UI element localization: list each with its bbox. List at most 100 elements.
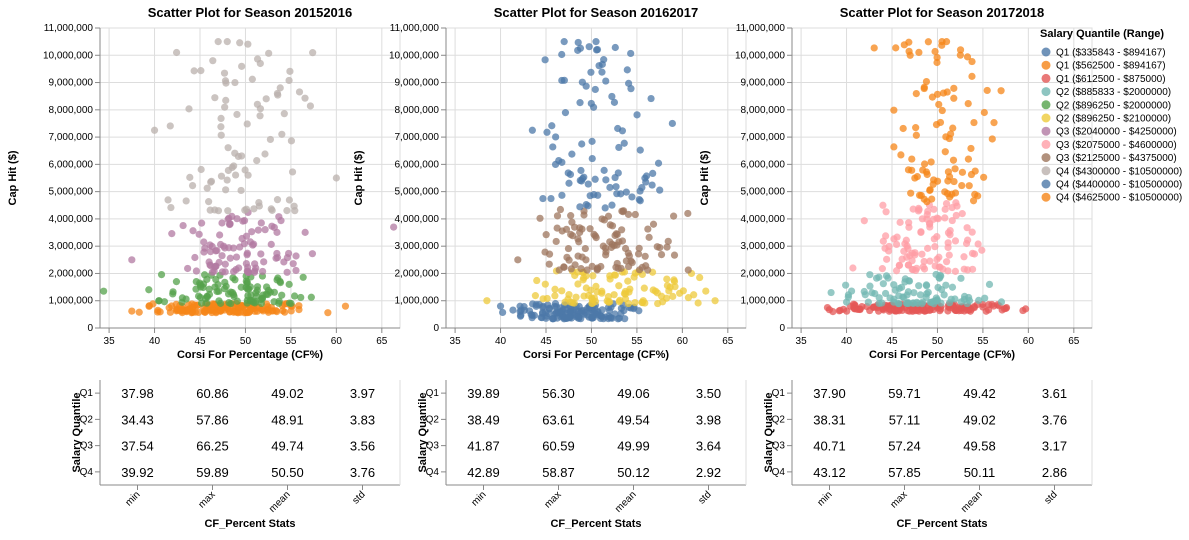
data-point xyxy=(663,243,671,251)
table-cell: 2.86 xyxy=(1042,465,1067,480)
data-point xyxy=(253,283,262,291)
data-point xyxy=(576,203,584,211)
y-tick-label: 0 xyxy=(779,323,785,334)
data-point xyxy=(567,212,575,220)
data-point xyxy=(882,208,890,216)
x-tick-label: 40 xyxy=(841,336,853,347)
y-tick-label: 5,000,000 xyxy=(395,187,440,198)
data-point xyxy=(199,283,207,292)
data-point xyxy=(272,254,280,262)
legend-label: Q2 ($896250 - $2100000) xyxy=(1056,114,1171,125)
data-point xyxy=(602,176,610,184)
data-point xyxy=(988,135,996,143)
data-point xyxy=(607,243,615,252)
data-point xyxy=(823,303,832,312)
data-point xyxy=(216,231,224,239)
y-tick-label: 9,000,000 xyxy=(49,78,94,89)
data-point xyxy=(186,173,194,181)
legend-swatch xyxy=(1041,192,1051,202)
table-cell: 39.89 xyxy=(467,386,500,401)
data-point xyxy=(593,45,602,54)
data-point xyxy=(172,278,181,286)
data-point xyxy=(531,292,539,300)
panel-title: Scatter Plot for Season 20172018 xyxy=(840,5,1045,20)
data-point xyxy=(641,299,649,307)
data-point xyxy=(895,284,903,293)
x-tick-label: 55 xyxy=(285,336,297,347)
data-point xyxy=(931,243,939,251)
data-point xyxy=(135,308,143,316)
data-point xyxy=(983,86,991,95)
data-point xyxy=(931,47,939,56)
data-point xyxy=(924,38,932,46)
data-point xyxy=(574,235,582,243)
data-point xyxy=(656,243,664,252)
data-point xyxy=(259,307,267,315)
y-tick-label: 8,000,000 xyxy=(395,105,440,116)
data-point xyxy=(558,50,566,59)
data-point xyxy=(205,258,213,266)
data-point xyxy=(951,165,959,173)
data-point xyxy=(935,100,943,109)
data-point xyxy=(568,150,576,158)
data-point xyxy=(635,307,643,315)
data-point xyxy=(254,226,262,234)
data-point xyxy=(945,251,953,259)
scatter-panel-3: 35 40 45 50 55 60 65 0 1,000,000 2,000,000 3,000,0… xyxy=(699,5,1093,361)
data-point xyxy=(252,264,260,272)
data-point xyxy=(926,186,934,195)
data-point xyxy=(920,257,928,266)
data-point xyxy=(567,265,575,273)
data-point xyxy=(920,83,928,91)
data-point xyxy=(620,306,628,315)
data-point xyxy=(185,105,193,113)
data-point xyxy=(586,225,594,233)
data-point xyxy=(228,212,236,220)
y-tick-label: 0 xyxy=(433,323,439,334)
data-point xyxy=(621,315,629,323)
data-point xyxy=(957,303,965,311)
data-point xyxy=(217,172,226,180)
data-point xyxy=(960,253,968,261)
data-point xyxy=(280,110,288,118)
y-tick-label: 5,000,000 xyxy=(741,187,786,198)
data-point xyxy=(624,277,632,285)
x-tick-label: 65 xyxy=(376,336,388,347)
data-point xyxy=(923,290,931,298)
data-point xyxy=(608,222,617,230)
y-tick-label: 1,000,000 xyxy=(741,296,786,307)
data-point xyxy=(160,298,169,306)
data-point xyxy=(297,293,305,302)
data-point xyxy=(236,39,244,47)
data-point xyxy=(904,261,913,269)
data-point xyxy=(920,160,929,168)
panel-title: Scatter Plot for Season 20152016 xyxy=(148,5,353,20)
data-point xyxy=(542,308,550,316)
data-point xyxy=(942,199,951,208)
data-point xyxy=(558,287,566,295)
data-point xyxy=(974,240,982,248)
y-tick-label: 11,000,000 xyxy=(736,23,786,34)
data-point xyxy=(309,49,317,57)
data-point xyxy=(278,130,286,138)
legend-label: Q3 ($2075000 - $4600000) xyxy=(1056,140,1177,151)
data-point xyxy=(499,308,507,317)
data-point xyxy=(128,256,136,264)
data-point xyxy=(926,257,934,265)
data-point xyxy=(631,298,639,307)
data-point xyxy=(902,236,910,244)
data-point xyxy=(892,240,901,249)
data-point xyxy=(930,176,938,184)
y-tick-label: 6,000,000 xyxy=(741,159,786,170)
table-cell: 49.74 xyxy=(271,439,304,454)
data-point xyxy=(611,43,619,52)
x-tick-label: 55 xyxy=(631,336,643,347)
table-cell: 39.92 xyxy=(121,465,154,480)
data-point xyxy=(178,294,187,302)
data-point xyxy=(209,57,217,65)
table-y-axis-title: Salary Quantile xyxy=(71,392,83,472)
data-point xyxy=(953,202,961,210)
data-point xyxy=(543,128,551,136)
data-point xyxy=(574,307,583,315)
data-point xyxy=(198,219,206,227)
